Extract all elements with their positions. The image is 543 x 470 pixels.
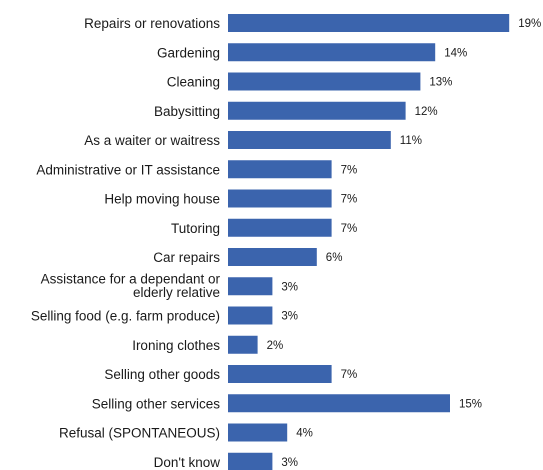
category-label-9-line-0: Assistance for a dependant or [41, 272, 221, 287]
category-label-5: Administrative or IT assistance [36, 162, 220, 177]
value-label-4: 11% [400, 135, 422, 147]
category-label-4: As a waiter or waitress [84, 133, 220, 148]
category-label-7: Tutoring [171, 221, 220, 236]
value-label-6: 7% [341, 194, 358, 206]
bar-15 [228, 452, 273, 470]
bar-8 [228, 248, 317, 266]
bar-4 [228, 131, 391, 149]
category-label-9-line-1: elderly relative [133, 285, 220, 300]
category-label-13: Selling other services [92, 396, 221, 411]
category-label-12: Selling other goods [104, 367, 220, 382]
value-label-9: 3% [281, 281, 298, 293]
value-label-8: 6% [326, 252, 343, 264]
value-labels-group: 19% 14% 13% 12% 11% 7% 7% 7% 6% 3% 3% 2% 7% 15% 4% 3% [267, 18, 542, 469]
value-label-12: 7% [341, 369, 358, 381]
bar-10 [228, 306, 273, 325]
value-label-11: 2% [267, 340, 284, 352]
category-label-8: Car repairs [153, 250, 220, 265]
category-label-2: Cleaning [167, 75, 220, 90]
category-label-6: Help moving house [104, 192, 220, 207]
category-label-14: Refusal (SPONTANEOUS) [59, 426, 220, 441]
bar-0 [228, 14, 510, 32]
category-label-11: Ironing clothes [132, 338, 220, 353]
bar-14 [228, 423, 288, 442]
bar-3 [228, 101, 406, 120]
bar-1 [228, 43, 436, 62]
bar-5 [228, 160, 332, 179]
bar-7 [228, 218, 332, 237]
bar-6 [228, 189, 332, 208]
value-label-0: 19% [518, 18, 541, 30]
category-label-0: Repairs or renovations [84, 16, 220, 31]
value-label-3: 12% [415, 106, 438, 118]
bars-group [228, 14, 510, 470]
bar-2 [228, 72, 421, 91]
value-label-13: 15% [459, 398, 482, 410]
value-label-14: 4% [296, 428, 313, 440]
category-label-3: Babysitting [154, 104, 220, 119]
value-label-2: 13% [429, 77, 452, 89]
category-label-15: Don't know [154, 455, 221, 470]
category-label-1: Gardening [157, 45, 220, 60]
value-label-7: 7% [341, 223, 358, 235]
value-label-5: 7% [341, 164, 358, 176]
value-label-1: 14% [444, 47, 467, 59]
value-label-15: 3% [281, 457, 298, 469]
value-label-10: 3% [281, 311, 298, 323]
category-label-9: Assistance for a dependant or elderly rel… [41, 272, 221, 301]
bar-12 [228, 365, 332, 383]
bar-11 [228, 335, 258, 354]
category-labels-group: Repairs or renovations Gardening Cleaning B… [31, 16, 221, 470]
bar-13 [228, 394, 450, 413]
bar-9 [228, 277, 273, 296]
category-label-10: Selling food (e.g. farm produce) [31, 309, 220, 324]
